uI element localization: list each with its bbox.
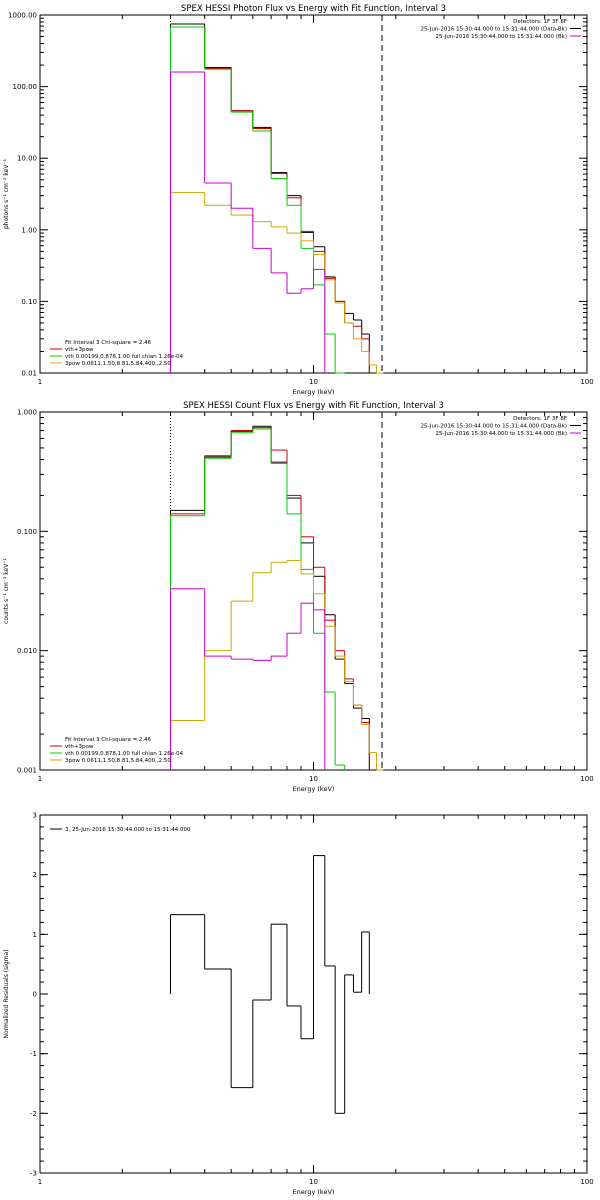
legend-bottom-entry: vth+3pow bbox=[65, 744, 94, 750]
x-tick-label: 10 bbox=[309, 1178, 318, 1186]
series-3 bbox=[169, 26, 345, 374]
y-tick-label: 1.00 bbox=[21, 226, 37, 234]
legend-top-entry: 25-Jun-2016 15:30:44.000 to 15:31:44.000… bbox=[421, 424, 567, 430]
series-2 bbox=[169, 427, 370, 770]
legend-bottom-entry: Fit Interval 3 Chi-square = 2.46 bbox=[65, 737, 152, 743]
y-tick-label: 0.010 bbox=[17, 647, 37, 655]
x-axis-label: Energy (keV) bbox=[293, 388, 335, 396]
y-tick-label: 2 bbox=[33, 871, 37, 879]
series-1 bbox=[169, 425, 370, 770]
legend-top-entry: Detectors: 1F 3F 8F bbox=[513, 19, 567, 25]
chart-panel-3: 1 10 100 -3 -2 -1 0 1 2 3 Energy (keV) Normalized R… bbox=[3, 812, 594, 1197]
legend-bottom-entry: vth+3pow bbox=[65, 347, 94, 353]
y-tick-label: -2 bbox=[30, 1110, 37, 1118]
legend-top-entry: 25-Jun-2016 15:30:44.000 to 15:31:44.000… bbox=[421, 27, 567, 33]
y-axis-label: photons s⁻¹ cm⁻² keV⁻¹ bbox=[3, 158, 10, 229]
legend-bottom-entry: vth 0.00199,0.878,1.00 full chian 1.26e-… bbox=[65, 751, 184, 757]
y-tick-label: 0.10 bbox=[21, 298, 37, 306]
x-axis-label: Energy (keV) bbox=[293, 1188, 335, 1196]
series-2 bbox=[169, 26, 370, 373]
series-1 bbox=[169, 23, 370, 373]
chart-title: SPEX HESSI Count Flux vs Energy with Fit… bbox=[183, 401, 444, 411]
y-tick-label: 0.100 bbox=[17, 528, 37, 536]
legend-bottom-entry: 3pow 0.0611,1.50,8.81,5.84,400.,2.50 bbox=[65, 361, 171, 367]
legend-bottom-entry: Fit Interval 3 Chi-square = 2.46 bbox=[65, 340, 152, 346]
series-5 bbox=[169, 588, 326, 770]
chart-title: SPEX HESSI Photon Flux vs Energy with Fi… bbox=[181, 4, 446, 14]
series-3 bbox=[169, 428, 346, 770]
chart-panel-1: 1 10 100 0.01 0.10 1.00 10.00 100.00 1000.00 SPEX… bbox=[3, 4, 594, 396]
series-5 bbox=[169, 71, 326, 373]
y-tick-label: 3 bbox=[33, 812, 37, 820]
legend-top-entry: 3, 25-Jun-2016 15:30:44.000 to 15:31:44.… bbox=[65, 827, 191, 833]
series-1 bbox=[169, 855, 370, 1114]
x-tick-label: 1 bbox=[38, 775, 42, 783]
x-tick-label: 100 bbox=[580, 1178, 593, 1186]
series-4 bbox=[169, 559, 384, 771]
y-tick-label: 1000.00 bbox=[8, 12, 37, 20]
y-tick-label: 10.00 bbox=[17, 155, 37, 163]
y-tick-label: 0.01 bbox=[21, 370, 37, 378]
y-tick-label: 1 bbox=[33, 931, 37, 939]
y-axis-label: Normalized Residuals (sigma) bbox=[3, 949, 10, 1038]
x-tick-label: 10 bbox=[309, 775, 318, 783]
legend-bottom-entry: vth 0.00199,0.878,1.00 full chian 1.26e-… bbox=[65, 354, 184, 360]
y-tick-label: 0.001 bbox=[17, 767, 37, 775]
series-4 bbox=[169, 192, 384, 374]
y-tick-label: 1.000 bbox=[17, 409, 37, 417]
x-tick-label: 100 bbox=[580, 378, 593, 386]
y-tick-label: 0 bbox=[33, 991, 37, 999]
plot-frame bbox=[39, 14, 588, 374]
legend-bottom-entry: 3pow 0.0611,1.50,8.81,5.84,400.,2.50 bbox=[65, 758, 171, 764]
y-axis-label: counts s⁻¹ cm⁻² keV⁻¹ bbox=[3, 558, 10, 624]
x-tick-label: 1 bbox=[38, 1178, 42, 1186]
legend-top-entry: 25-Jun-2016 15:30:44.000 to 15:31:44.000… bbox=[435, 34, 567, 40]
x-tick-label: 10 bbox=[309, 378, 318, 386]
y-tick-label: -1 bbox=[30, 1050, 37, 1058]
legend-top-entry: 25-Jun-2016 15:30:44.000 to 15:31:44.000… bbox=[435, 431, 567, 437]
x-axis-label: Energy (keV) bbox=[293, 785, 335, 793]
y-tick-label: 100.00 bbox=[13, 83, 38, 91]
x-tick-label: 100 bbox=[580, 775, 593, 783]
legend-top-entry: Detectors: 1F 3F 8F bbox=[513, 416, 567, 422]
chart-panel-2: 1 10 100 0.001 0.010 0.100 1.000 SPEX HESSI Cou… bbox=[3, 401, 594, 793]
x-tick-label: 1 bbox=[38, 378, 42, 386]
y-tick-label: -3 bbox=[30, 1170, 37, 1178]
